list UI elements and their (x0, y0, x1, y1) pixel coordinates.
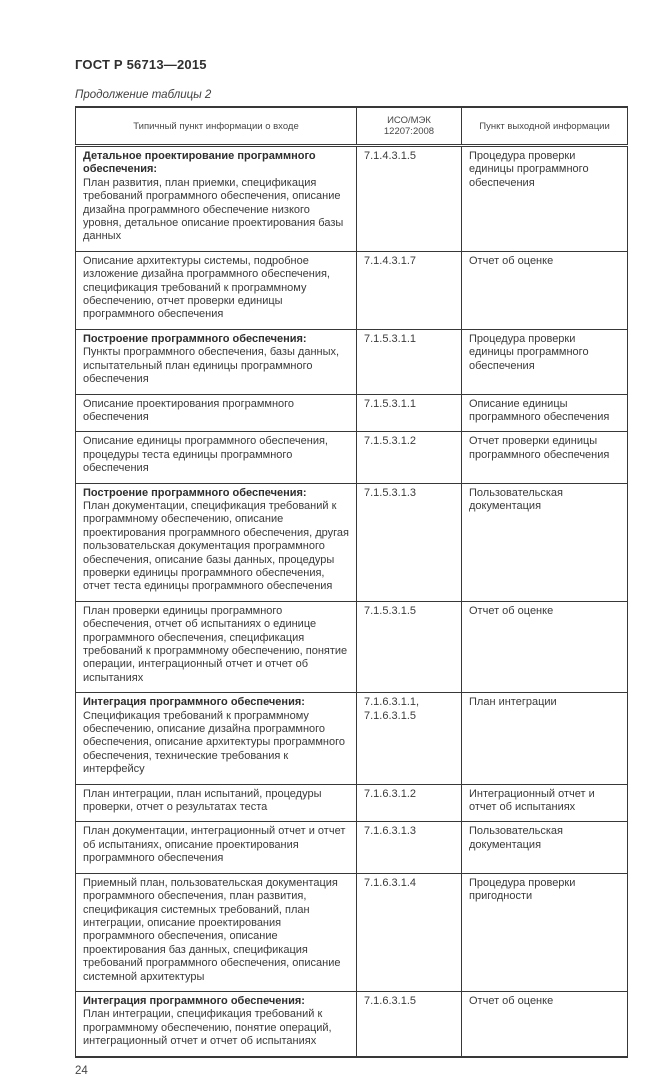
output-cell: Процедура проверки пригодности (461, 872, 628, 992)
output-cell: Процедура проверки единицы программного … (461, 328, 628, 394)
output-cell: Пользовательская документация (461, 482, 628, 602)
table-row: Интеграция программного обеспечения: Пла… (75, 990, 628, 1057)
input-text: Описание архитектуры системы, подробное … (83, 254, 330, 321)
input-text: План документации, интеграционный отчет … (83, 825, 346, 865)
input-text: Спецификация требований к программному о… (83, 709, 345, 776)
input-title: Интеграция программного обеспечения: (83, 994, 305, 1007)
input-cell: План проверки единицы программного обесп… (75, 600, 357, 693)
ref-cell: 7.1.6.3.1.3 (356, 821, 462, 874)
output-cell: Отчет об оценке (461, 250, 628, 330)
input-text: План интеграции, план испытаний, процеду… (83, 787, 322, 814)
input-text: Описание единицы программного обеспечени… (83, 435, 328, 475)
output-cell: Интеграционный отчет и отчет об испытани… (461, 783, 628, 822)
input-text: План интеграции, спецификация требований… (83, 1008, 332, 1048)
table-row: Описание архитектуры системы, подробное … (75, 250, 628, 330)
column-header-output: Пункт выходной информации (461, 107, 628, 147)
table-row: План интеграции, план испытаний, процеду… (75, 783, 628, 822)
input-title: Интеграция программного обеспечения: (83, 696, 305, 709)
input-cell: План интеграции, план испытаний, процеду… (75, 783, 357, 822)
output-cell: Пользовательская документация (461, 821, 628, 874)
output-cell: Отчет проверки единицы программного обес… (461, 431, 628, 484)
table-row: Построение программного обеспечения: Пла… (75, 482, 628, 602)
output-cell: Отчет об оценке (461, 600, 628, 693)
input-text: Приемный план, пользовательская документ… (83, 876, 341, 983)
input-cell: Приемный план, пользовательская документ… (75, 872, 357, 992)
column-header-input: Типичный пункт информации о входе (75, 107, 357, 147)
ref-cell: 7.1.4.3.1.5 (356, 145, 462, 252)
input-cell: Описание единицы программного обеспечени… (75, 431, 357, 484)
input-cell: Построение программного обеспечения: Пун… (75, 328, 357, 394)
page-number: 24 (75, 1064, 88, 1077)
ref-cell: 7.1.6.3.1.4 (356, 872, 462, 992)
output-cell: Отчет об оценке (461, 990, 628, 1057)
input-cell: Детальное проектирование программного об… (75, 145, 357, 252)
header-row: Типичный пункт информации о входе ИСО/МЭ… (75, 107, 628, 147)
input-text: План проверки единицы программного обесп… (83, 604, 348, 684)
column-header-ref: ИСО/МЭК 12207:2008 (356, 107, 462, 147)
ref-cell: 7.1.5.3.1.1 (356, 328, 462, 394)
data-table: Типичный пункт информации о входе ИСО/МЭ… (75, 106, 628, 1058)
ref-cell: 7.1.6.3.1.1, 7.1.6.3.1.5 (356, 692, 462, 785)
input-text: Пункты программного обеспечения, базы да… (83, 346, 340, 386)
input-title: Построение программного обеспечения: (83, 486, 307, 499)
ref-cell: 7.1.5.3.1.2 (356, 431, 462, 484)
input-cell: Интеграция программного обеспечения: Пла… (75, 990, 357, 1057)
output-cell: План интеграции (461, 692, 628, 785)
table-row: Интеграция программного обеспечения: Спе… (75, 692, 628, 785)
input-title: Детальное проектирование программного об… (83, 150, 316, 176)
output-cell: Описание единицы программного обеспечени… (461, 393, 628, 432)
input-cell: Построение программного обеспечения: Пла… (75, 482, 357, 602)
input-cell: Описание архитектуры системы, подробное … (75, 250, 357, 330)
input-cell: План документации, интеграционный отчет … (75, 821, 357, 874)
table-row: Описание проектирования программного обе… (75, 393, 628, 432)
ref-cell: 7.1.5.3.1.3 (356, 482, 462, 602)
input-text: План документации, спецификация требован… (83, 499, 349, 593)
ref-cell: 7.1.4.3.1.7 (356, 250, 462, 330)
input-title: Построение программного обеспечения: (83, 332, 307, 345)
ref-cell: 7.1.5.3.1.5 (356, 600, 462, 693)
ref-cell: 7.1.6.3.1.5 (356, 990, 462, 1057)
ref-cell: 7.1.5.3.1.1 (356, 393, 462, 432)
table-row: Описание единицы программного обеспечени… (75, 431, 628, 484)
table-row: Построение программного обеспечения: Пун… (75, 328, 628, 394)
table-row: Приемный план, пользовательская документ… (75, 872, 628, 992)
input-text: Описание проектирования программного обе… (83, 397, 295, 423)
table-row: План проверки единицы программного обесп… (75, 600, 628, 693)
input-text: План развития, план приемки, спецификаци… (83, 176, 344, 243)
output-cell: Процедура проверки единицы программного … (461, 145, 628, 252)
input-cell: Интеграция программного обеспечения: Спе… (75, 692, 357, 785)
table-row: План документации, интеграционный отчет … (75, 821, 628, 874)
input-cell: Описание проектирования программного обе… (75, 393, 357, 432)
ref-cell: 7.1.6.3.1.2 (356, 783, 462, 822)
table-row: Детальное проектирование программного об… (75, 145, 628, 252)
doc-code: ГОСТ Р 56713—2015 (75, 57, 207, 72)
table-caption: Продолжение таблицы 2 (75, 89, 212, 101)
